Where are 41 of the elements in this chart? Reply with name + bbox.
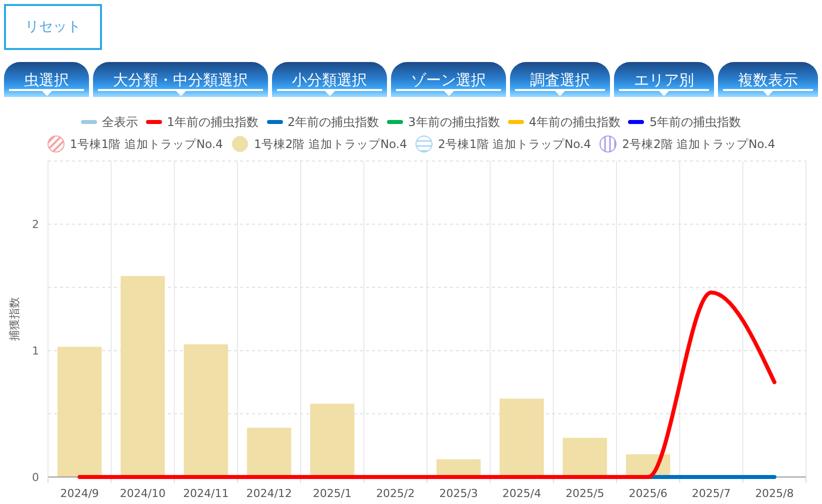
y-tick-label: 2 [32,218,39,232]
legend-label: 2号棟2階 追加トラップNo.4 [622,137,776,151]
y-tick-label: 1 [32,344,39,358]
legend-label: 1号棟2階 追加トラップNo.4 [254,137,407,151]
bar [120,276,165,477]
legend-label: 3年前の捕虫指数 [408,115,500,129]
tab[interactable]: 複数表示 [718,62,818,97]
x-tick-label: 2024/10 [120,486,166,500]
tab[interactable]: 調査選択 [510,62,610,97]
tab[interactable]: 虫選択 [4,62,89,97]
bar [57,346,102,477]
legend-label: 2号棟1階 追加トラップNo.4 [438,137,592,151]
legend-label: 全表示 [102,115,138,129]
x-tick-label: 2025/1 [312,486,352,500]
x-tick-label: 2024/9 [60,486,99,500]
legend-label: 1年前の捕虫指数 [166,115,259,129]
bar [500,398,544,477]
x-tick-label: 2024/11 [183,486,229,500]
bar [310,404,354,477]
x-tick-label: 2025/5 [566,486,604,500]
x-tick-label: 2024/12 [246,486,292,500]
legend-label: 2年前の捕虫指数 [288,115,380,129]
tab[interactable]: 小分類選択 [272,62,387,97]
x-tick-label: 2025/8 [755,486,794,500]
x-tick-label: 2025/4 [502,486,542,500]
legend-label: 5年前の捕虫指数 [649,115,742,129]
tab[interactable]: 大分類・中分類選択 [93,62,268,97]
y-tick-label: 0 [32,470,39,484]
x-tick-label: 2025/3 [439,486,478,500]
legend-label: 4年前の捕虫指数 [528,115,620,129]
x-tick-label: 2025/6 [628,486,668,500]
bar [562,438,608,477]
x-tick-label: 2025/7 [692,486,731,500]
bar [246,428,292,477]
x-tick-label: 2025/2 [376,486,415,500]
bar [184,344,228,477]
y-axis-title: 捕獲指数 [8,297,21,341]
reset-button[interactable]: リセット [4,4,102,50]
tab[interactable]: ゾーン選択 [391,62,506,97]
tab[interactable]: エリア別 [614,62,714,97]
legend-label: 1号棟1階 追加トラップNo.4 [70,137,223,151]
